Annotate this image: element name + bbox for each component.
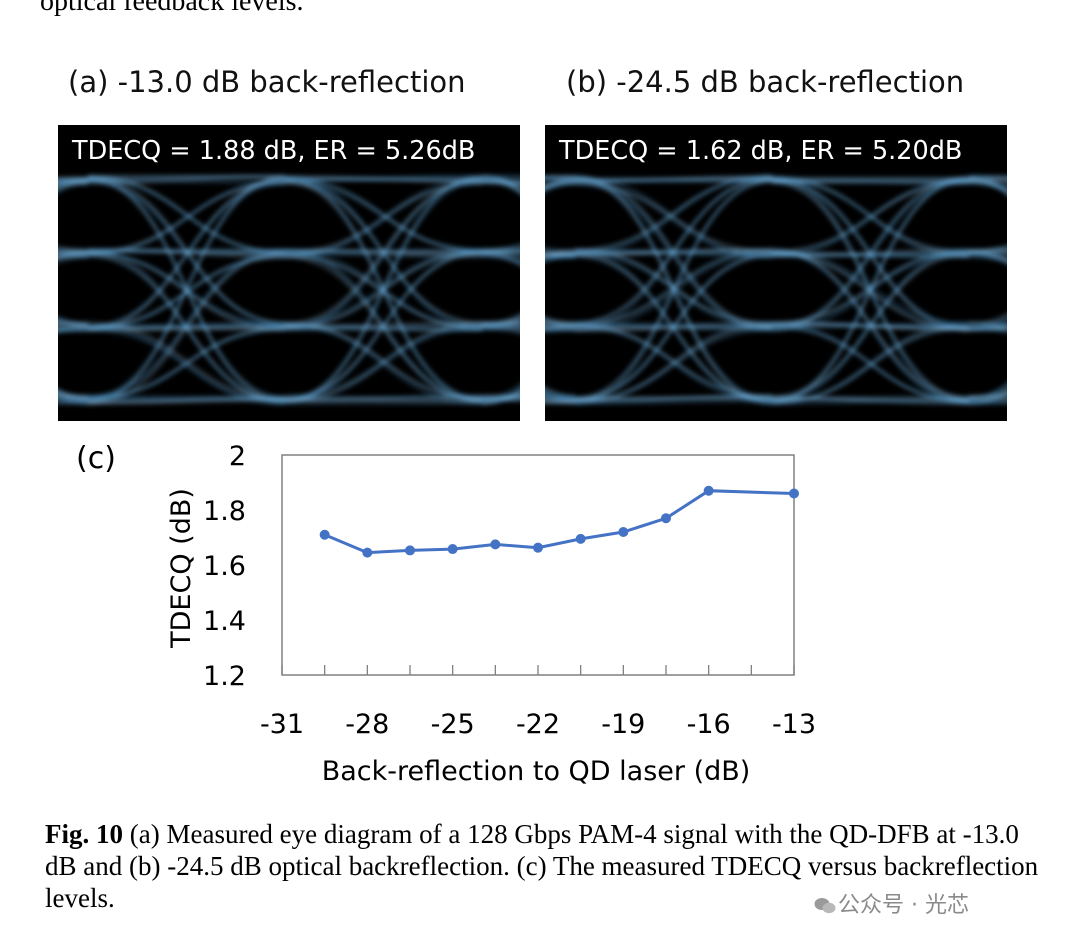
y-tick-label: 1.6	[203, 551, 246, 582]
x-tick-label: -13	[772, 709, 816, 740]
panel-c-label: (c)	[76, 441, 116, 476]
preceding-text: optical feedback levels.	[40, 0, 304, 17]
data-point	[319, 529, 330, 540]
data-point	[703, 485, 714, 496]
data-point	[533, 542, 543, 553]
plot-area	[281, 454, 795, 676]
x-tick-label: -25	[431, 709, 475, 740]
eye-diagram-b: TDECQ = 1.62 dB, ER = 5.20dB	[545, 125, 1007, 421]
caption-text: (a) Measured eye diagram of a 128 Gbps P…	[45, 819, 1039, 913]
x-axis-title: Back-reflection to QD laser (dB)	[322, 756, 751, 787]
x-axis: -31 -28 -25 -22 -19 -16 -13	[260, 665, 816, 740]
eye-diagram-a-label: TDECQ = 1.88 dB, ER = 5.26dB	[72, 136, 476, 166]
eye-diagram-b-label: TDECQ = 1.62 dB, ER = 5.20dB	[559, 136, 963, 166]
y-tick-label: 1.4	[203, 606, 246, 637]
caption-figure-label: Fig. 10	[45, 819, 123, 849]
x-tick-label: -31	[260, 709, 304, 740]
figure-caption: Fig. 10 (a) Measured eye diagram of a 12…	[45, 818, 1045, 914]
y-tick-label: 2	[229, 441, 246, 472]
y-tick-label: 1.2	[203, 661, 246, 692]
data-point	[618, 527, 629, 537]
y-axis: 1.2 1.4 1.6 1.8 2	[203, 441, 246, 692]
y-axis-title: TDECQ (dB)	[166, 488, 197, 649]
eye-diagram-b-graphic	[545, 174, 1007, 405]
data-point	[490, 539, 501, 550]
eye-diagram-a: TDECQ = 1.88 dB, ER = 5.26dB	[58, 125, 520, 421]
watermark: 公众号 · 光芯	[838, 893, 969, 918]
data-point	[405, 545, 415, 556]
x-tick-label: -22	[516, 709, 560, 740]
data-point	[447, 544, 458, 555]
panel-a-title: (a) -13.0 dB back-reflection	[68, 65, 466, 99]
series-line	[324, 489, 795, 555]
data-point	[789, 488, 799, 499]
x-tick-label: -19	[601, 709, 645, 740]
tdecq-line-chart: (c) -31 -28 -25 -22 -19 -16 -13 1.21.41.61.82 …	[76, 441, 816, 787]
eye-diagram-a-graphic	[58, 174, 520, 406]
y-tick-label: 1.8	[203, 496, 246, 527]
data-points	[319, 485, 799, 558]
panel-b-title: (b) -24.5 dB back-reflection	[566, 65, 965, 99]
data-point	[575, 533, 586, 544]
data-point	[661, 513, 671, 524]
wechat-icon	[814, 898, 836, 914]
x-tick-label: -28	[345, 709, 389, 740]
data-point	[362, 547, 373, 558]
x-tick-label: -16	[687, 709, 731, 740]
